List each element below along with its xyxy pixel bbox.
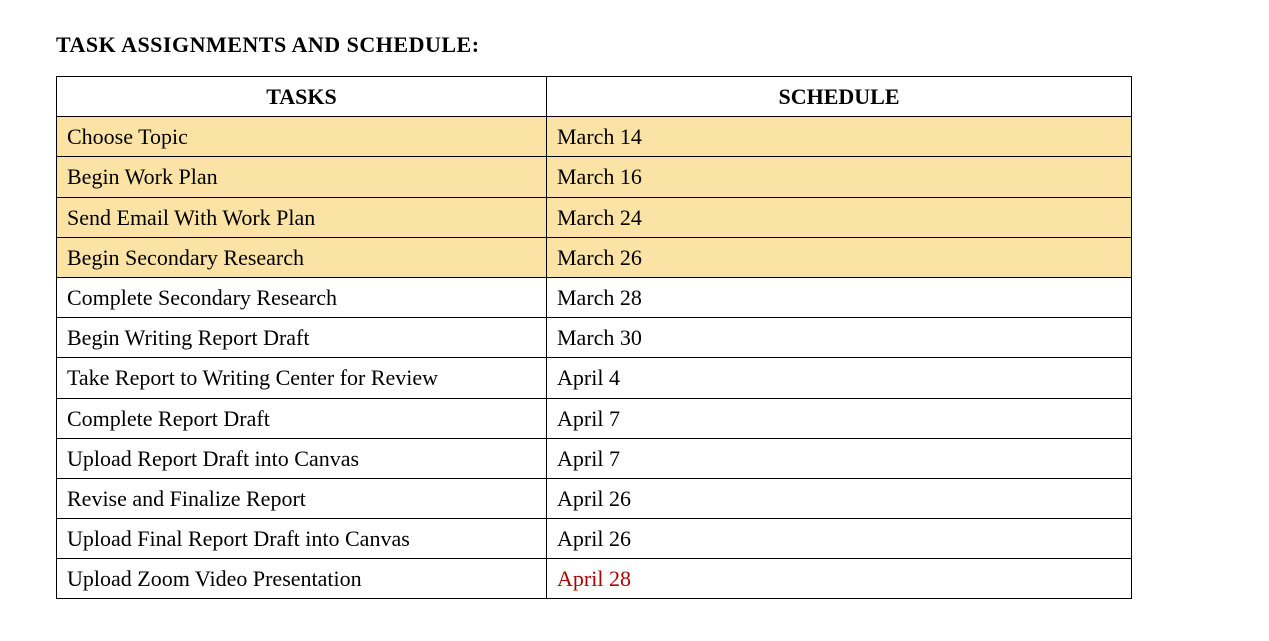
table-row: Upload Report Draft into CanvasApril 7 — [57, 438, 1132, 478]
task-cell: Revise and Finalize Report — [57, 478, 547, 518]
table-row: Revise and Finalize ReportApril 26 — [57, 478, 1132, 518]
task-cell: Begin Writing Report Draft — [57, 318, 547, 358]
table-row: Upload Zoom Video PresentationApril 28 — [57, 559, 1132, 599]
column-header-tasks: TASKS — [57, 77, 547, 117]
task-cell: Complete Secondary Research — [57, 277, 547, 317]
task-cell: Upload Report Draft into Canvas — [57, 438, 547, 478]
schedule-table: TASKS SCHEDULE Choose TopicMarch 14Begin… — [56, 76, 1132, 599]
table-row: Choose TopicMarch 14 — [57, 117, 1132, 157]
table-row: Complete Secondary ResearchMarch 28 — [57, 277, 1132, 317]
task-cell: Complete Report Draft — [57, 398, 547, 438]
task-cell: Send Email With Work Plan — [57, 197, 547, 237]
task-cell: Choose Topic — [57, 117, 547, 157]
table-row: Take Report to Writing Center for Review… — [57, 358, 1132, 398]
table-row: Upload Final Report Draft into CanvasApr… — [57, 519, 1132, 559]
table-header-row: TASKS SCHEDULE — [57, 77, 1132, 117]
schedule-cell: April 26 — [547, 519, 1132, 559]
schedule-cell: March 30 — [547, 318, 1132, 358]
section-heading: TASK ASSIGNMENTS AND SCHEDULE: — [56, 32, 1213, 58]
schedule-cell: March 24 — [547, 197, 1132, 237]
column-header-schedule: SCHEDULE — [547, 77, 1132, 117]
table-row: Begin Work PlanMarch 16 — [57, 157, 1132, 197]
schedule-cell: March 14 — [547, 117, 1132, 157]
schedule-cell: April 28 — [547, 559, 1132, 599]
task-cell: Take Report to Writing Center for Review — [57, 358, 547, 398]
task-cell: Upload Zoom Video Presentation — [57, 559, 547, 599]
schedule-cell: April 4 — [547, 358, 1132, 398]
table-row: Complete Report DraftApril 7 — [57, 398, 1132, 438]
schedule-cell: March 26 — [547, 237, 1132, 277]
schedule-cell: April 7 — [547, 438, 1132, 478]
task-cell: Begin Secondary Research — [57, 237, 547, 277]
schedule-cell: March 16 — [547, 157, 1132, 197]
task-cell: Upload Final Report Draft into Canvas — [57, 519, 547, 559]
table-row: Begin Secondary ResearchMarch 26 — [57, 237, 1132, 277]
table-row: Begin Writing Report DraftMarch 30 — [57, 318, 1132, 358]
table-row: Send Email With Work PlanMarch 24 — [57, 197, 1132, 237]
schedule-cell: April 7 — [547, 398, 1132, 438]
schedule-cell: March 28 — [547, 277, 1132, 317]
task-cell: Begin Work Plan — [57, 157, 547, 197]
document-page: TASK ASSIGNMENTS AND SCHEDULE: TASKS SCH… — [0, 0, 1269, 641]
schedule-cell: April 26 — [547, 478, 1132, 518]
